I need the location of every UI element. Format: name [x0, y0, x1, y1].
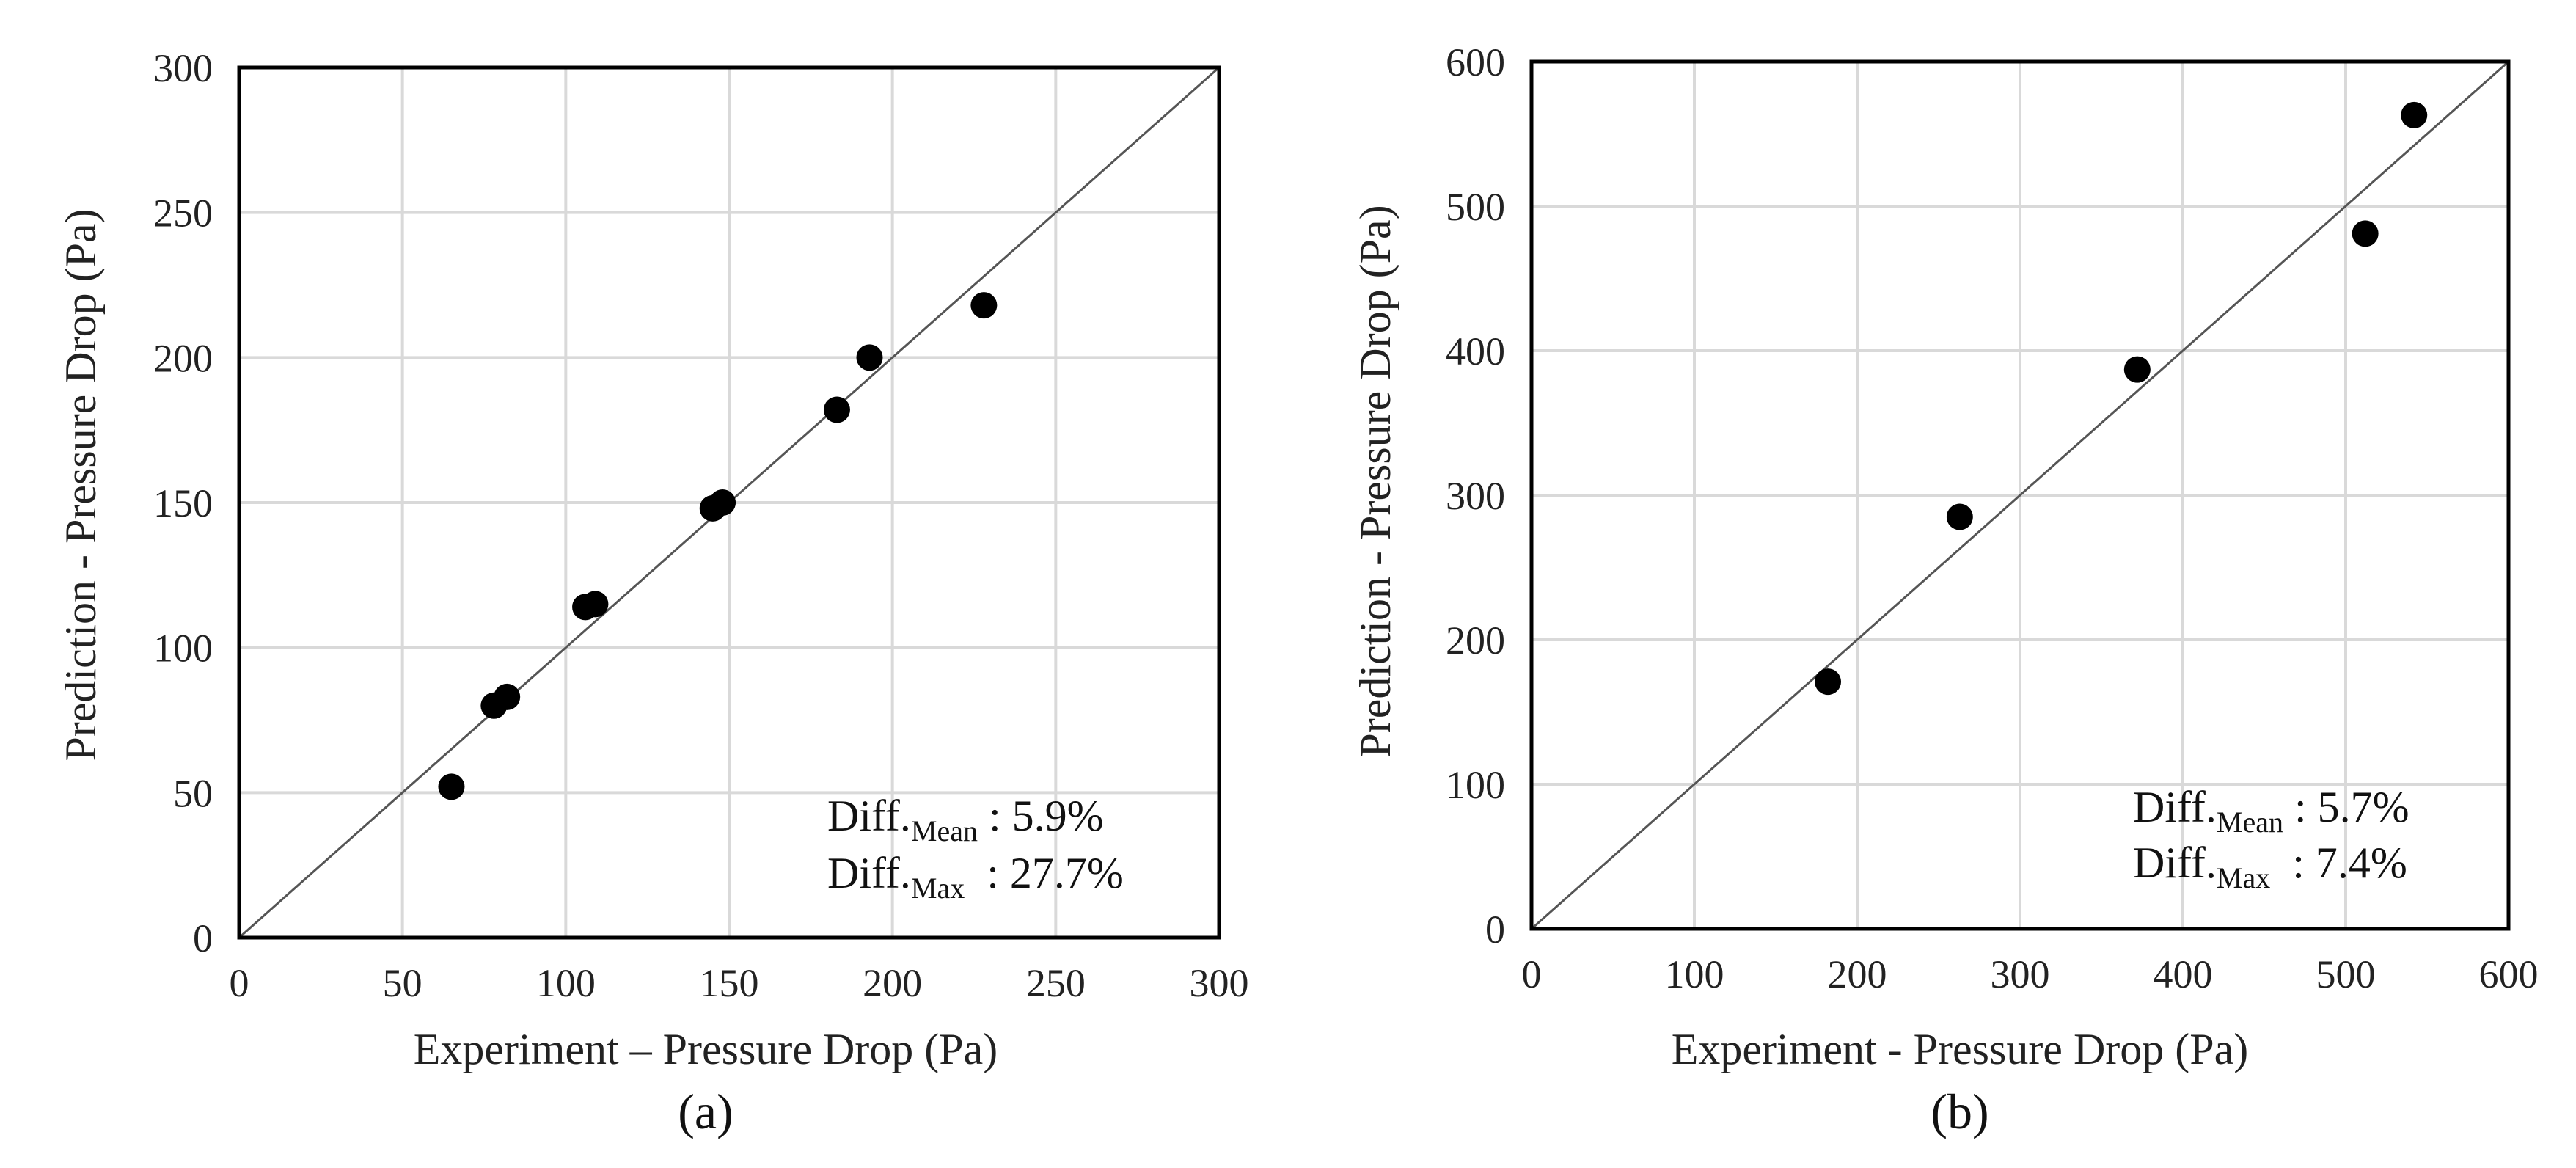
panel-b-x-tick-label: 500: [2316, 952, 2376, 996]
panel-a-data-point: [438, 773, 465, 800]
panel-a-diff-max-sub: Max: [911, 872, 965, 905]
panel-b-diff-mean-value: : 5.7%: [2283, 783, 2409, 831]
panel-a-diff-mean-value: : 5.9%: [978, 792, 1104, 840]
panel-a-x-tick-label: 300: [1190, 961, 1249, 1005]
panel-a-y-tick-label: 50: [173, 771, 213, 815]
panel-b-y-tick-labels: 0 100 200 300 400 500 600: [1446, 40, 1505, 952]
panel-b-y-tick-label: 400: [1446, 329, 1505, 373]
panel-b-label: (b): [1931, 1084, 1988, 1139]
panel-a-x-tick-label: 200: [863, 961, 922, 1005]
panel-b-x-tick-label: 200: [1828, 952, 1887, 996]
panel-b-data-point: [2401, 101, 2428, 128]
panel-b-data-point: [2123, 356, 2151, 383]
panel-b-x-tick-label: 400: [2154, 952, 2213, 996]
panel-a-label: (a): [678, 1084, 733, 1139]
panel-a-y-tick-label: 200: [153, 336, 213, 380]
panel-b-x-tick-label: 100: [1665, 952, 1724, 996]
panel-b-plot-frame: [1529, 59, 2511, 931]
panel-a-data-point: [970, 292, 998, 319]
panel-a-data-point: [709, 489, 736, 516]
panel-b-diff-max-sub: Max: [2217, 861, 2270, 894]
panel-b-x-axis-title: Experiment - Pressure Drop (Pa): [1672, 1025, 2248, 1073]
panel-b-diff-mean-sub: Mean: [2217, 806, 2283, 839]
panel-b-y-tick-label: 600: [1446, 40, 1505, 84]
panel-a-y-axis-title: Prediction - Pressure Drop (Pa): [56, 208, 105, 761]
panel-a-x-tick-label: 150: [700, 961, 759, 1005]
panel-b-y-axis-title: Prediction - Pressure Drop (Pa): [1351, 205, 1399, 757]
panel-a-y-tick-label: 150: [153, 481, 213, 525]
panel-a-annotation: Diff.Mean : 5.9% Diff.Max : 27.7%: [827, 792, 1124, 905]
panel-a-scatter: 0 50 100 150 200 250 300 0 50 100 150 200 250 300 Ex…: [56, 46, 1249, 1139]
panel-a-x-axis-title: Experiment – Pressure Drop (Pa): [414, 1025, 998, 1073]
panel-a-data-point: [494, 683, 521, 710]
panel-a-y-tick-label: 250: [153, 191, 213, 236]
panel-b-diff-mean-label: Diff.: [2133, 783, 2217, 831]
panel-b-y-tick-label: 500: [1446, 185, 1505, 229]
panel-b-parity-line: [1531, 60, 2509, 930]
panel-b-diff-max: Diff.Max : 7.4%: [2133, 839, 2407, 894]
panel-a-y-tick-label: 300: [153, 46, 213, 90]
panel-a-x-tick-labels: 0 50 100 150 200 250 300: [230, 961, 1249, 1005]
panel-b-y-tick-label: 100: [1446, 763, 1505, 807]
panel-a-data-point: [582, 591, 609, 618]
panel-a-data-point: [856, 344, 883, 371]
panel-b-y-tick-label: 300: [1446, 474, 1505, 518]
panel-b-data-point: [1946, 503, 1973, 530]
panel-b-y-tick-label: 200: [1446, 618, 1505, 663]
panel-a-y-tick-label: 100: [153, 627, 213, 671]
panel-b-data-point: [2352, 220, 2379, 247]
panel-b-diff-mean: Diff.Mean : 5.7%: [2133, 783, 2409, 839]
panel-a-x-tick-label: 50: [383, 961, 422, 1005]
panel-a-diff-max-value: : 27.7%: [965, 849, 1124, 897]
panel-a-data-point: [823, 396, 850, 423]
panel-b-x-tick-label: 600: [2479, 952, 2539, 996]
panel-a-x-tick-label: 250: [1026, 961, 1086, 1005]
panel-a-plot-frame: [237, 65, 1221, 940]
panel-a-x-tick-label: 0: [230, 961, 249, 1005]
panel-b-annotation: Diff.Mean : 5.7% Diff.Max : 7.4%: [2133, 783, 2409, 894]
panel-a-diff-max: Diff.Max : 27.7%: [827, 849, 1124, 905]
panel-a-x-tick-label: 100: [536, 961, 596, 1005]
panel-a-diff-mean: Diff.Mean : 5.9%: [827, 792, 1104, 847]
panel-a-y-tick-label: 0: [193, 916, 213, 960]
panel-b-x-tick-label: 300: [1991, 952, 2050, 996]
panel-b-scatter: 0 100 200 300 400 500 600 0100200300400500600 …: [1351, 40, 2539, 1139]
panel-b-y-tick-label: 0: [1485, 908, 1505, 952]
panel-b-x-tick-label: 0: [1522, 952, 1542, 996]
panel-a-y-tick-labels: 0 50 100 150 200 250 300: [153, 46, 213, 960]
panel-b-data-point: [1815, 668, 1842, 696]
panel-a-points: [438, 292, 998, 800]
panel-b-diff-max-label: Diff.: [2133, 839, 2217, 887]
panel-a-diff-mean-label: Diff.: [827, 792, 911, 840]
panel-b-points: [1815, 101, 2428, 696]
panel-a-diff-mean-sub: Mean: [911, 814, 978, 847]
panel-b-diff-max-value: : 7.4%: [2270, 839, 2407, 887]
panel-a-diff-max-label: Diff.: [827, 849, 911, 897]
panel-b-x-tick-labels: 0 100 200 300 400 500 600: [1522, 952, 2539, 996]
